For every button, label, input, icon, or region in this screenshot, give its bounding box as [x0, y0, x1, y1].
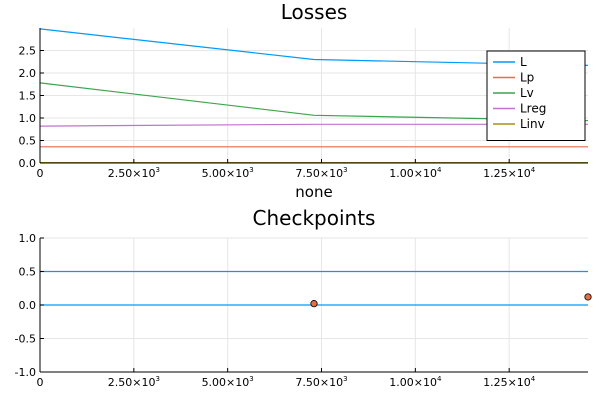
checkpoints-x-tick-label: 0 — [37, 376, 44, 389]
checkpoints-y-tick-label: 1.0 — [19, 232, 37, 245]
losses-plot: Losses 0 2.50×103 5.00×103 7.50×103 1.00×104… — [19, 0, 589, 201]
losses-y-tick-label: 2.5 — [19, 45, 37, 58]
legend-box — [486, 50, 586, 141]
checkpoints-x-tick-label: 1.00×104 — [389, 375, 442, 389]
legend-label-lv: Lv — [520, 86, 534, 100]
legend-label-lreg: Lreg — [520, 102, 546, 116]
checkpoints-plot: Checkpoints 0 2.50×103 5.00×103 7.50×103 1.0… — [15, 206, 592, 389]
losses-y-tick-label: 1.0 — [19, 112, 37, 125]
checkpoints-y-tick-label: 0.0 — [19, 299, 37, 312]
checkpoints-y-tick-label: -0.5 — [15, 333, 36, 346]
losses-x-tick-label: 5.00×103 — [202, 166, 254, 180]
checkpoints-x-tick-label: 2.50×103 — [108, 375, 160, 389]
losses-x-tick-label: 1.00×104 — [389, 166, 442, 180]
checkpoint-point-1 — [584, 293, 592, 301]
losses-x-axis-label: none — [295, 183, 332, 201]
losses-y-tick-label: 2.0 — [19, 67, 37, 80]
checkpoints-y-tick-label: -1.0 — [15, 366, 36, 379]
losses-y-tick-label: 1.5 — [19, 90, 37, 103]
legend-label-l: L — [520, 55, 527, 69]
checkpoints-x-tick-label: 5.00×103 — [202, 375, 254, 389]
losses-x-tick-label: 7.50×103 — [295, 166, 347, 180]
legend-label-lp: Lp — [520, 71, 534, 85]
losses-y-tick-label: 0.0 — [19, 157, 37, 170]
checkpoints-y-tick-label: 0.5 — [19, 266, 37, 279]
losses-x-tick-label: 0 — [37, 167, 44, 180]
losses-x-tick-label: 2.50×103 — [108, 166, 160, 180]
checkpoints-x-tick-label: 7.50×103 — [295, 375, 347, 389]
losses-title: Losses — [281, 0, 348, 24]
legend-label-linv: Linv — [520, 117, 545, 131]
checkpoint-point-0 — [310, 300, 318, 308]
checkpoints-x-tick-label: 1.25×104 — [483, 375, 536, 389]
losses-x-tick-label: 1.25×104 — [483, 166, 536, 180]
losses-y-tick-label: 0.5 — [19, 135, 37, 148]
checkpoints-title: Checkpoints — [253, 206, 376, 230]
